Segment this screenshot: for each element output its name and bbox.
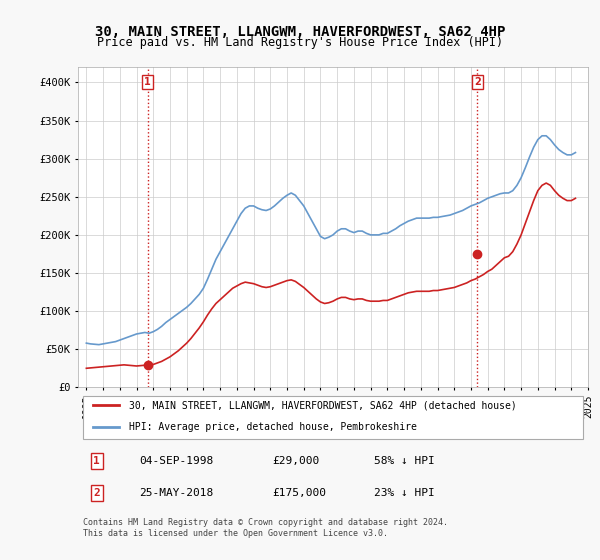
Text: 30, MAIN STREET, LLANGWM, HAVERFORDWEST, SA62 4HP: 30, MAIN STREET, LLANGWM, HAVERFORDWEST,… [95, 25, 505, 39]
Text: 58% ↓ HPI: 58% ↓ HPI [374, 456, 434, 466]
Text: Contains HM Land Registry data © Crown copyright and database right 2024.
This d: Contains HM Land Registry data © Crown c… [83, 519, 448, 538]
Text: 1: 1 [94, 456, 100, 466]
FancyBboxPatch shape [83, 395, 583, 438]
Text: £175,000: £175,000 [272, 488, 326, 498]
Text: 1: 1 [145, 77, 151, 87]
Text: 30, MAIN STREET, LLANGWM, HAVERFORDWEST, SA62 4HP (detached house): 30, MAIN STREET, LLANGWM, HAVERFORDWEST,… [129, 400, 517, 410]
Text: £29,000: £29,000 [272, 456, 319, 466]
Text: 25-MAY-2018: 25-MAY-2018 [139, 488, 214, 498]
Text: 04-SEP-1998: 04-SEP-1998 [139, 456, 214, 466]
Text: 2: 2 [474, 77, 481, 87]
Text: Price paid vs. HM Land Registry's House Price Index (HPI): Price paid vs. HM Land Registry's House … [97, 36, 503, 49]
Text: 2: 2 [94, 488, 100, 498]
Text: 23% ↓ HPI: 23% ↓ HPI [374, 488, 434, 498]
Text: HPI: Average price, detached house, Pembrokeshire: HPI: Average price, detached house, Pemb… [129, 422, 417, 432]
